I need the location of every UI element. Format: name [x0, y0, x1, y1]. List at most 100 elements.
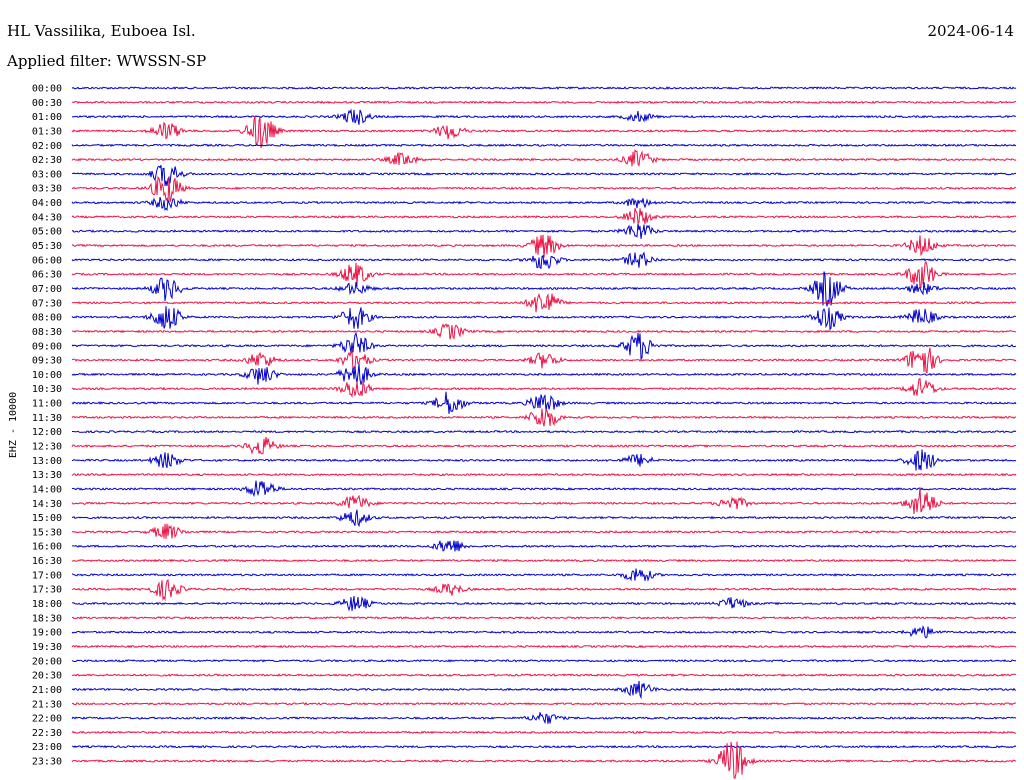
tick-label: 15:30 [32, 527, 62, 538]
tick-label: 17:00 [32, 570, 62, 581]
trace-row [71, 223, 1017, 239]
trace-row [71, 487, 1017, 515]
tick-label: 02:30 [32, 155, 62, 166]
trace-row [71, 197, 1017, 212]
tick-label: 22:30 [32, 728, 62, 739]
trace-row [71, 86, 1017, 90]
trace-row [71, 332, 1017, 360]
tick-label: 08:30 [32, 327, 62, 338]
trace-row [71, 323, 1017, 340]
tick-label: 10:30 [32, 384, 62, 395]
trace-row [71, 175, 1017, 203]
trace-row [71, 644, 1017, 649]
trace-row [71, 472, 1017, 477]
tick-label: 09:30 [32, 356, 62, 367]
trace-row [71, 558, 1017, 563]
tick-label: 21:00 [32, 685, 62, 696]
tick-label: 01:30 [32, 126, 62, 137]
trace-row [71, 659, 1017, 663]
tick-label: 15:00 [32, 513, 62, 524]
trace-row [71, 377, 1017, 398]
tick-label: 22:00 [32, 714, 62, 725]
tick-label: 20:30 [32, 671, 62, 682]
tick-label: 13:00 [32, 456, 62, 467]
tick-label: 02:00 [32, 141, 62, 152]
trace-row [71, 408, 1017, 427]
trace-row [71, 292, 1017, 313]
tick-label: 14:00 [32, 484, 62, 495]
trace-row [72, 540, 1017, 552]
trace-row [71, 523, 1017, 539]
trace-row [71, 208, 1017, 225]
tick-label: 16:30 [32, 556, 62, 567]
trace-row [71, 741, 1017, 779]
trace-row [71, 578, 1017, 602]
tick-label: 06:00 [32, 255, 62, 266]
station-title: HL Vassilika, Euboea Isl. [7, 22, 196, 40]
tick-label: 03:00 [32, 169, 62, 180]
trace-row [71, 347, 1017, 374]
tick-label: 04:30 [32, 212, 62, 223]
tick-label: 07:00 [32, 284, 62, 295]
trace-row [71, 108, 1017, 125]
tick-label: 19:00 [32, 628, 62, 639]
tick-label: 11:00 [32, 399, 62, 410]
trace-row [71, 673, 1017, 677]
tick-label: 05:30 [32, 241, 62, 252]
tick-label: 18:00 [32, 599, 62, 610]
trace-row [71, 100, 1016, 105]
date-label: 2024-06-14 [927, 22, 1014, 40]
tick-label: 05:00 [32, 227, 62, 238]
tick-label: 11:30 [32, 413, 62, 424]
tick-label: 07:30 [32, 298, 62, 309]
channel-label: EHZ - 10000 [8, 392, 19, 458]
trace-row [71, 363, 1017, 385]
trace-row [71, 143, 1017, 148]
tick-label: 13:30 [32, 470, 62, 481]
trace-row [71, 165, 1017, 187]
tick-label: 00:30 [32, 98, 62, 109]
trace-row [71, 234, 1017, 258]
seismic-traces [71, 86, 1017, 779]
trace-row [71, 701, 1016, 706]
trace-row [71, 680, 1017, 700]
tick-label: 20:00 [32, 656, 62, 667]
trace-row [71, 251, 1017, 270]
tick-label: 10:00 [32, 370, 62, 381]
trace-row [71, 616, 1017, 620]
tick-label: 08:00 [32, 313, 62, 324]
trace-row [71, 712, 1017, 725]
tick-label: 00:00 [32, 84, 62, 95]
trace-row [71, 449, 1017, 471]
trace-row [71, 730, 1017, 735]
tick-label: 21:30 [32, 699, 62, 710]
trace-row [71, 271, 1017, 307]
tick-label: 16:00 [32, 542, 62, 553]
trace-row [71, 625, 1017, 639]
trace-row [71, 568, 1017, 582]
trace-row [71, 391, 1017, 414]
tick-label: 09:00 [32, 341, 62, 352]
tick-label: 06:30 [32, 270, 62, 281]
trace-row [71, 116, 1017, 149]
trace-row [71, 306, 1017, 331]
tick-labels: 00:00 00:30 01:00 01:30 02:00 02:30 03:00 03:30… [32, 84, 62, 768]
trace-row [71, 509, 1017, 528]
tick-label: 17:30 [32, 585, 62, 596]
trace-row [72, 429, 1017, 434]
tick-label: 14:30 [32, 499, 62, 510]
tick-label: 18:30 [32, 613, 62, 624]
trace-row [71, 596, 1017, 612]
tick-label: 01:00 [32, 112, 62, 123]
trace-row [71, 436, 1017, 455]
trace-row [71, 149, 1017, 167]
tick-label: 04:00 [32, 198, 62, 209]
tick-label: 12:30 [32, 442, 62, 453]
tick-label: 12:00 [32, 427, 62, 438]
trace-row [71, 480, 1017, 498]
tick-label: 19:30 [32, 642, 62, 653]
filter-label: Applied filter: WWSSN-SP [7, 52, 207, 70]
trace-row [71, 260, 1017, 288]
tick-label: 23:00 [32, 742, 62, 753]
